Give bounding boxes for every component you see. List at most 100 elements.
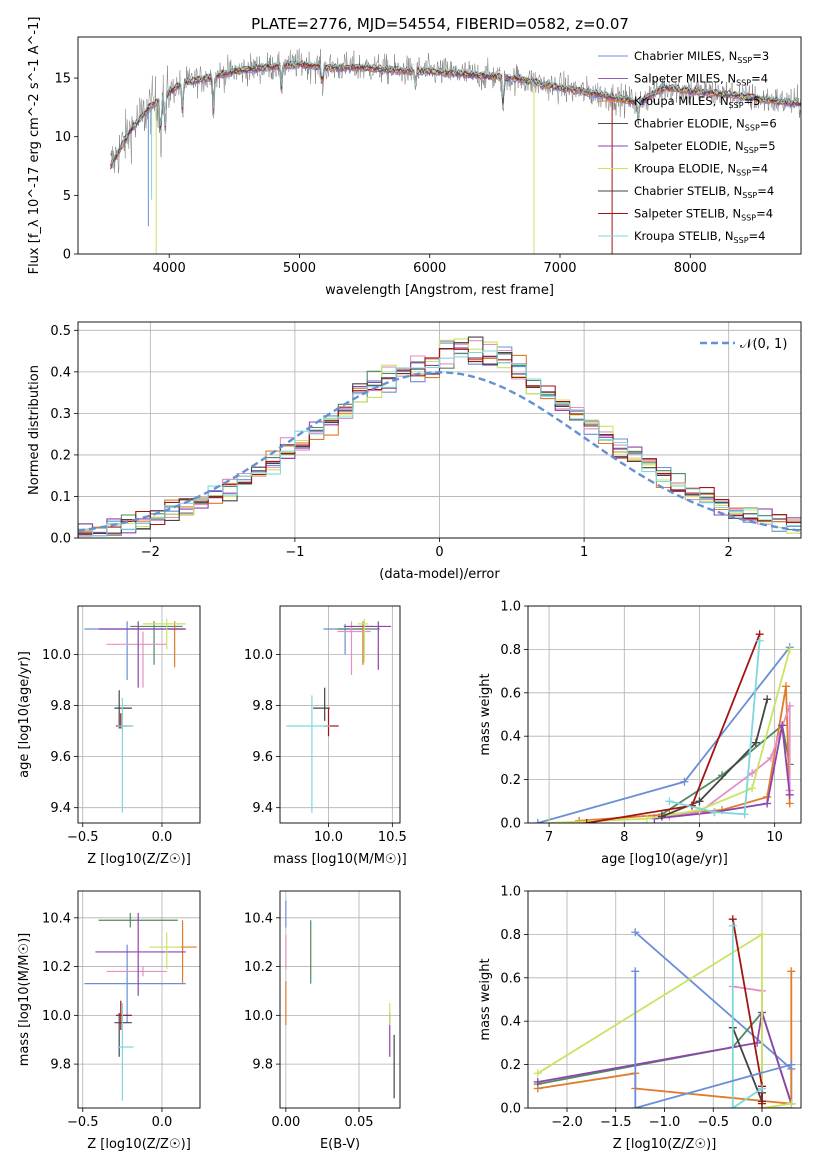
errorbar-point: [84, 944, 186, 1023]
series-marker: [657, 812, 666, 821]
errorbar-point: [95, 912, 186, 996]
residuals-frame: [77, 321, 802, 539]
y-tick-label: 10.0: [244, 1009, 273, 1024]
y-tick-label: 9.8: [50, 699, 71, 714]
series-marker: [787, 1099, 796, 1108]
legend-prefix: Salpeter MILES, N: [634, 72, 736, 86]
series-line: [537, 1012, 793, 1104]
legend-prefix: Kroupa ELODIE, N: [634, 162, 736, 176]
series-marker: [631, 967, 640, 976]
spectrum-frame: [77, 36, 802, 255]
series-marker: [642, 814, 651, 823]
residuals-plot-area: [78, 336, 801, 538]
legend-sub: SSP: [734, 236, 749, 245]
series-marker: [758, 1084, 766, 1093]
y-tick-label: 10.4: [244, 911, 273, 926]
legend-sub: SSP: [729, 101, 744, 110]
errorbar-point: [337, 623, 380, 665]
x-tick-label: 5000: [283, 261, 316, 276]
series-marker: [748, 784, 757, 793]
series-marker: [680, 777, 689, 786]
series-marker: [763, 695, 772, 704]
x-tick-label: 0: [435, 545, 443, 560]
series-marker: [758, 930, 766, 939]
spectrum-axes: 4000 5000 6000 7000 8000 0 5 10 15 wavelength [An…: [27, 17, 707, 298]
histogram-series: [78, 350, 801, 538]
series-marker: [785, 645, 794, 654]
series-marker: [751, 738, 760, 747]
legend-entry: Kroupa MILES, NSSP=5: [634, 94, 760, 110]
y-tick-label: 10.4: [42, 911, 71, 926]
series-marker: [785, 790, 794, 799]
x-tick-label: 9: [695, 830, 703, 845]
legend-prefix: Chabrier ELODIE, N: [634, 117, 745, 131]
legend-prefix: Kroupa MILES, N: [634, 94, 729, 108]
x-tick-label: 0.05: [345, 1115, 374, 1130]
legend-sub: SSP: [745, 124, 760, 133]
legend-prefix: Kroupa STELIB, N: [634, 229, 734, 243]
legend-entry: Chabrier STELIB, NSSP=4: [634, 184, 774, 200]
y-tick-label: 0.4: [500, 730, 521, 745]
y-tick-label: 1.0: [500, 885, 521, 900]
legend-suffix: =5: [759, 139, 776, 153]
spectrum-model-line: [110, 61, 801, 167]
y-tick-label: 0.2: [50, 448, 71, 463]
legend-entry: Kroupa ELODIE, NSSP=4: [634, 162, 768, 178]
x-tick-label: 0.0: [752, 1115, 773, 1130]
y-tick-label: 9.8: [252, 699, 273, 714]
x-tick-label: −1.5: [600, 1115, 632, 1130]
x-tick-label: 8: [620, 830, 628, 845]
mass-vs-ebv-axes: 0.00 0.05 9.8 10.0 10.2 10.4 E(B-V): [244, 891, 400, 1152]
legend-entry: Kroupa STELIB, NSSP=4: [634, 229, 765, 245]
legend-suffix: =5: [744, 94, 761, 108]
errorbar-point: [116, 1000, 132, 1030]
y-tick-label: 0.8: [500, 643, 521, 658]
mass-vs-z-plot-area: [84, 912, 197, 1101]
y-tick-label: 10: [54, 130, 71, 145]
series-marker: [778, 721, 787, 730]
y-tick-label: 10.0: [244, 648, 273, 663]
y-tick-label: 9.8: [50, 1058, 71, 1073]
errorbar-point: [117, 1003, 134, 1101]
y-tick-label: 9.4: [50, 801, 71, 816]
legend-entry: Chabrier MILES, NSSP=3: [634, 49, 769, 65]
y-axis-label: Normed distribution: [27, 365, 42, 495]
legend-suffix: =6: [760, 117, 777, 131]
y-tick-label: 9.8: [252, 1058, 273, 1073]
errorbar-point: [114, 690, 132, 729]
massweight-vs-age-plot-area: [533, 630, 794, 823]
normal-curve: [78, 371, 801, 532]
series-marker: [766, 753, 775, 762]
massweight-vs-z-frame: [527, 890, 802, 1109]
x-tick-label: −1: [285, 545, 304, 560]
age-vs-z-axes: −0.5 0.0 9.4 9.6 9.8 10.0 Z [log10(Z/Z☉)] age […: [17, 606, 200, 867]
massweight-vs-age-axes: 7 8 9 10 0.0 0.2 0.4 0.6 0.8 1.0 age [log10(age/yr…: [478, 600, 801, 867]
series-marker: [533, 1069, 542, 1078]
y-tick-label: 0.2: [500, 1058, 521, 1073]
x-axis-label: (data-model)/error: [379, 567, 500, 582]
y-tick-label: 1.0: [500, 600, 521, 615]
legend-suffix: =4: [751, 72, 768, 86]
series-marker: [728, 921, 737, 930]
errorbar-point: [286, 695, 330, 813]
legend-prefix: Chabrier STELIB, N: [634, 184, 742, 198]
x-tick-label: −2: [141, 545, 160, 560]
legend-suffix: =4: [749, 229, 766, 243]
y-axis-label: mass weight: [478, 673, 493, 755]
errorbar-point: [337, 621, 371, 675]
x-tick-label: 7000: [543, 261, 576, 276]
x-tick-label: 0.0: [152, 1115, 173, 1130]
errorbar-point: [166, 621, 185, 668]
errorbar-point: [106, 966, 167, 977]
series-line: [669, 705, 791, 818]
age-vs-z-frame: [77, 605, 201, 824]
legend-sub: SSP: [737, 56, 752, 65]
errorbar-point: [106, 631, 167, 688]
x-tick-label: −0.5: [697, 1115, 729, 1130]
y-tick-label: 9.6: [252, 750, 273, 765]
series-marker: [665, 797, 674, 806]
legend-sub: SSP: [744, 146, 759, 155]
errorbar-point: [142, 618, 186, 650]
